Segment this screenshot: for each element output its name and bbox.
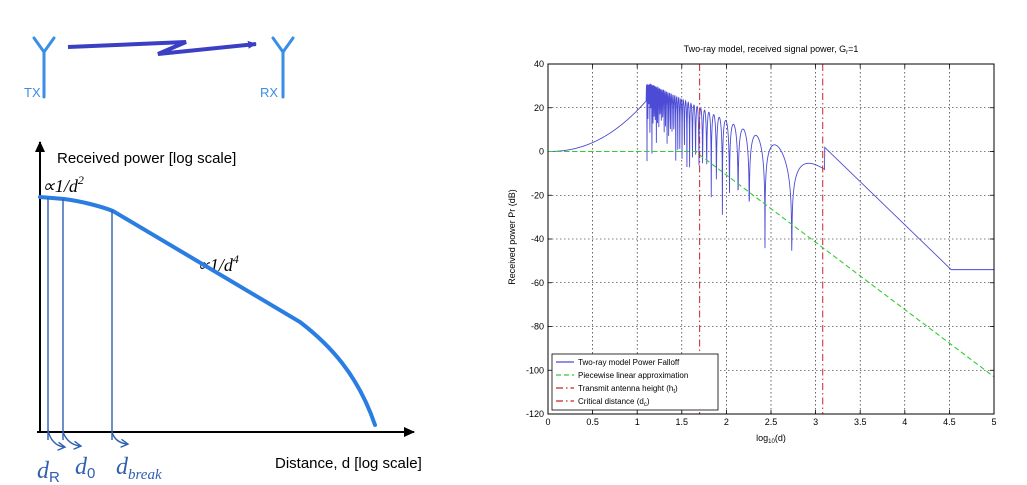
chart-title-text: Two-ray model, received signal power, G [684,44,847,54]
chart-y-label: Received power Pr (dB) [507,189,517,285]
x-tick-label: 0.5 [586,417,599,427]
chart-title: Two-ray model, received signal power, Gr… [684,44,859,56]
rx-label: RX [260,85,278,100]
chart-legend: Two-ray model Power Falloff Piecewise lin… [551,353,719,411]
tx-label: TX [24,85,41,100]
x-tick-label: 5 [991,417,996,427]
diagram-x-axis-label: Distance, d [log scale] [275,455,422,472]
legend-entry-suffix: ) [675,384,678,393]
x-tick-label: 1.5 [676,417,689,427]
distance-markers [47,198,130,451]
legend-box [551,353,719,411]
y-tick-label: -80 [531,322,544,332]
plot-frame [547,63,995,415]
chart-title-suffix: =1 [848,44,858,54]
x-tick-label: 2 [724,417,729,427]
y-tick-label: -100 [526,365,544,375]
chart-title-sub: r [846,50,848,56]
legend-entry-text: Critical distance (d [578,397,644,406]
marker-d-break-base: d [116,454,129,480]
signal-arrow-icon [67,40,257,56]
chart-x-label-sub: 10 [768,439,775,445]
chart-x-label-suffix: (d) [775,433,786,443]
diagram-y-axis-label: Received power [log scale] [57,150,236,167]
near-slope-exponent: 2 [78,173,84,187]
x-tick-label: 2.5 [765,417,778,427]
x-tick-label: 4 [902,417,907,427]
chart-x-label-text: log [756,433,768,443]
legend-entry-text: Two-ray model Power Falloff [578,358,680,367]
legend-entry-suffix: ) [647,397,650,406]
near-slope-label: ∝1/d2 [42,173,84,196]
legend-entry: Critical distance (dc) [578,397,650,408]
path-loss-diagram: TX RX Received power [log scale] Distanc… [24,36,422,485]
y-tick-label: -40 [531,234,544,244]
marker-d-r: dR [37,458,60,485]
y-tick-label: 20 [534,103,544,113]
x-tick-label: 0 [545,417,550,427]
marker-d-0-base: d [75,454,88,480]
chart-x-label: log10(d) [756,433,786,445]
chart-ticks: 0 0.5 1 1.5 2 2.5 3 3.5 4 4.5 5 -120 -100 -80 -60 -40 -2… [526,59,997,427]
x-tick-label: 1 [635,417,640,427]
far-slope-text: ∝1/d [197,255,234,275]
marker-d-r-sub: R [49,469,60,485]
marker-d-break: dbreak [116,454,162,483]
y-tick-label: 40 [534,59,544,69]
y-tick-label: -60 [531,278,544,288]
x-tick-label: 3.5 [854,417,867,427]
y-tick-label: -120 [526,409,544,419]
tx-antenna-icon [32,36,56,99]
y-tick-label: -20 [531,190,544,200]
legend-entry: Two-ray model Power Falloff [578,358,680,367]
legend-entry-sub: t [673,389,675,395]
legend-entry-text: Transmit antenna height (h [578,384,673,393]
marker-d-0: d0 [75,454,95,482]
legend-entry-text: Piecewise linear approximation [578,371,688,380]
legend-entry: Piecewise linear approximation [578,371,688,380]
received-power-curve [38,195,377,427]
legend-entry-sub: c [644,402,647,408]
far-slope-label: ∝1/d4 [197,252,239,275]
far-slope-exponent: 4 [233,252,239,266]
rx-antenna-icon [271,36,295,99]
marker-d-break-sub: break [128,467,162,483]
piecewise-series [548,150,995,378]
x-tick-label: 3 [813,417,818,427]
x-tick-label: 4.5 [943,417,956,427]
two-ray-series [548,83,994,271]
y-tick-label: 0 [539,147,544,157]
legend-entry: Transmit antenna height (ht) [578,384,678,395]
near-slope-text: ∝1/d [42,176,79,196]
marker-d-r-base: d [37,458,50,484]
marker-d-0-sub: 0 [87,465,95,482]
two-ray-chart: Two-ray model, received signal power, Gr… [507,44,997,445]
